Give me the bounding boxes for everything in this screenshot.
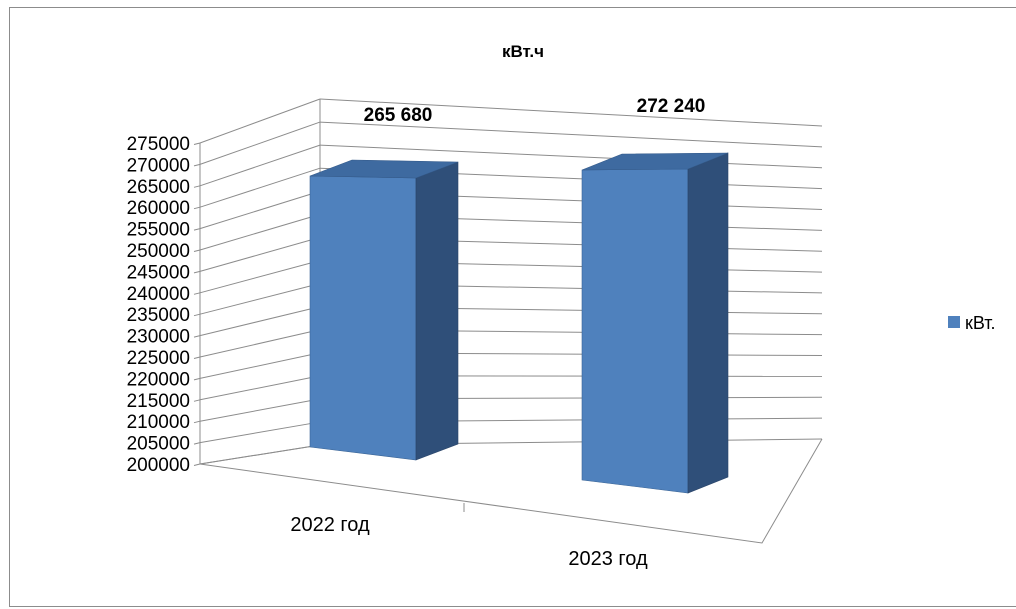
- gridline-side: [199, 190, 321, 230]
- category-label-2: 2023 год: [568, 548, 648, 570]
- data-label-2: 272 240: [637, 96, 706, 117]
- gridline-side: [199, 375, 321, 401]
- y-tick-label: 220000: [127, 369, 190, 390]
- y-tick-label: 230000: [127, 327, 190, 348]
- y-tick-mark: [193, 292, 201, 295]
- y-tick-mark: [193, 163, 201, 167]
- floor-left-edge: [199, 444, 321, 465]
- y-tick-mark: [193, 399, 201, 402]
- data-label-1: 265 680: [364, 105, 433, 126]
- y-tick-label: 265000: [127, 177, 190, 198]
- bar-top-1: [309, 159, 459, 179]
- bar-side-2: [687, 152, 729, 494]
- gridline-back: [319, 144, 823, 169]
- gridline-side: [199, 259, 321, 294]
- y-tick-mark: [193, 420, 201, 424]
- y-tick-mark: [193, 249, 201, 252]
- y-tick-mark: [193, 206, 201, 210]
- gridline-side: [199, 398, 321, 422]
- gridline-back: [319, 121, 823, 148]
- y-tick-label: 200000: [127, 455, 190, 476]
- legend: кВт.: [948, 313, 996, 333]
- y-tick-label: 215000: [127, 391, 190, 412]
- y-tick-mark: [193, 270, 201, 274]
- category-labels: 2022 год 2023 год: [290, 514, 648, 570]
- chart-title: кВт.ч: [502, 42, 544, 61]
- y-tick-label: 275000: [127, 134, 190, 155]
- bar-front-2: [581, 168, 689, 494]
- gridline-side: [199, 421, 321, 444]
- y-tick-label: 250000: [127, 241, 190, 262]
- y-tick-mark: [193, 185, 201, 188]
- gridline-side: [199, 144, 321, 187]
- y-tick-label: 245000: [127, 262, 190, 283]
- bar-top-2: [581, 152, 729, 171]
- y-tick-mark: [193, 442, 201, 445]
- axes: [199, 99, 823, 544]
- y-tick-label: 235000: [127, 305, 190, 326]
- y-tick-label: 270000: [127, 155, 190, 176]
- gridline-side: [199, 329, 321, 358]
- bars: [309, 152, 729, 494]
- data-labels: 265 680 272 240: [364, 96, 706, 126]
- y-tick-mark: [193, 228, 201, 231]
- y-tick-label: 210000: [127, 412, 190, 433]
- y-tick-labels: 2000002050002100002150002200002250002300…: [127, 134, 190, 476]
- gridline-side: [199, 98, 321, 144]
- y-tick-label: 240000: [127, 284, 190, 305]
- y-tick-label: 205000: [127, 434, 190, 455]
- y-tick-mark: [193, 335, 201, 338]
- gridline-side: [199, 213, 321, 251]
- bar-side-1: [415, 161, 459, 461]
- floor-edge: [199, 438, 823, 544]
- gridline-side: [199, 306, 321, 337]
- y-tick-mark: [193, 377, 201, 381]
- y-tick-label: 225000: [127, 348, 190, 369]
- y-tick-mark: [193, 142, 201, 145]
- gridline-back: [319, 98, 823, 127]
- category-label-1: 2022 год: [290, 514, 370, 536]
- gridline-side: [199, 167, 321, 208]
- y-tick-mark: [193, 313, 201, 317]
- legend-swatch: [948, 316, 960, 328]
- y-tick-label: 260000: [127, 198, 190, 219]
- y-tick-mark: [193, 463, 201, 466]
- chart-frame: [9, 7, 1016, 607]
- gridline-side: [199, 352, 321, 379]
- bar-front-1: [309, 175, 417, 461]
- legend-label: кВт.: [965, 313, 996, 333]
- gridline-side: [199, 121, 321, 165]
- gridline-side: [199, 283, 321, 315]
- y-tick-label: 255000: [127, 220, 190, 241]
- y-tick-mark: [193, 356, 201, 359]
- gridline-side: [199, 236, 321, 272]
